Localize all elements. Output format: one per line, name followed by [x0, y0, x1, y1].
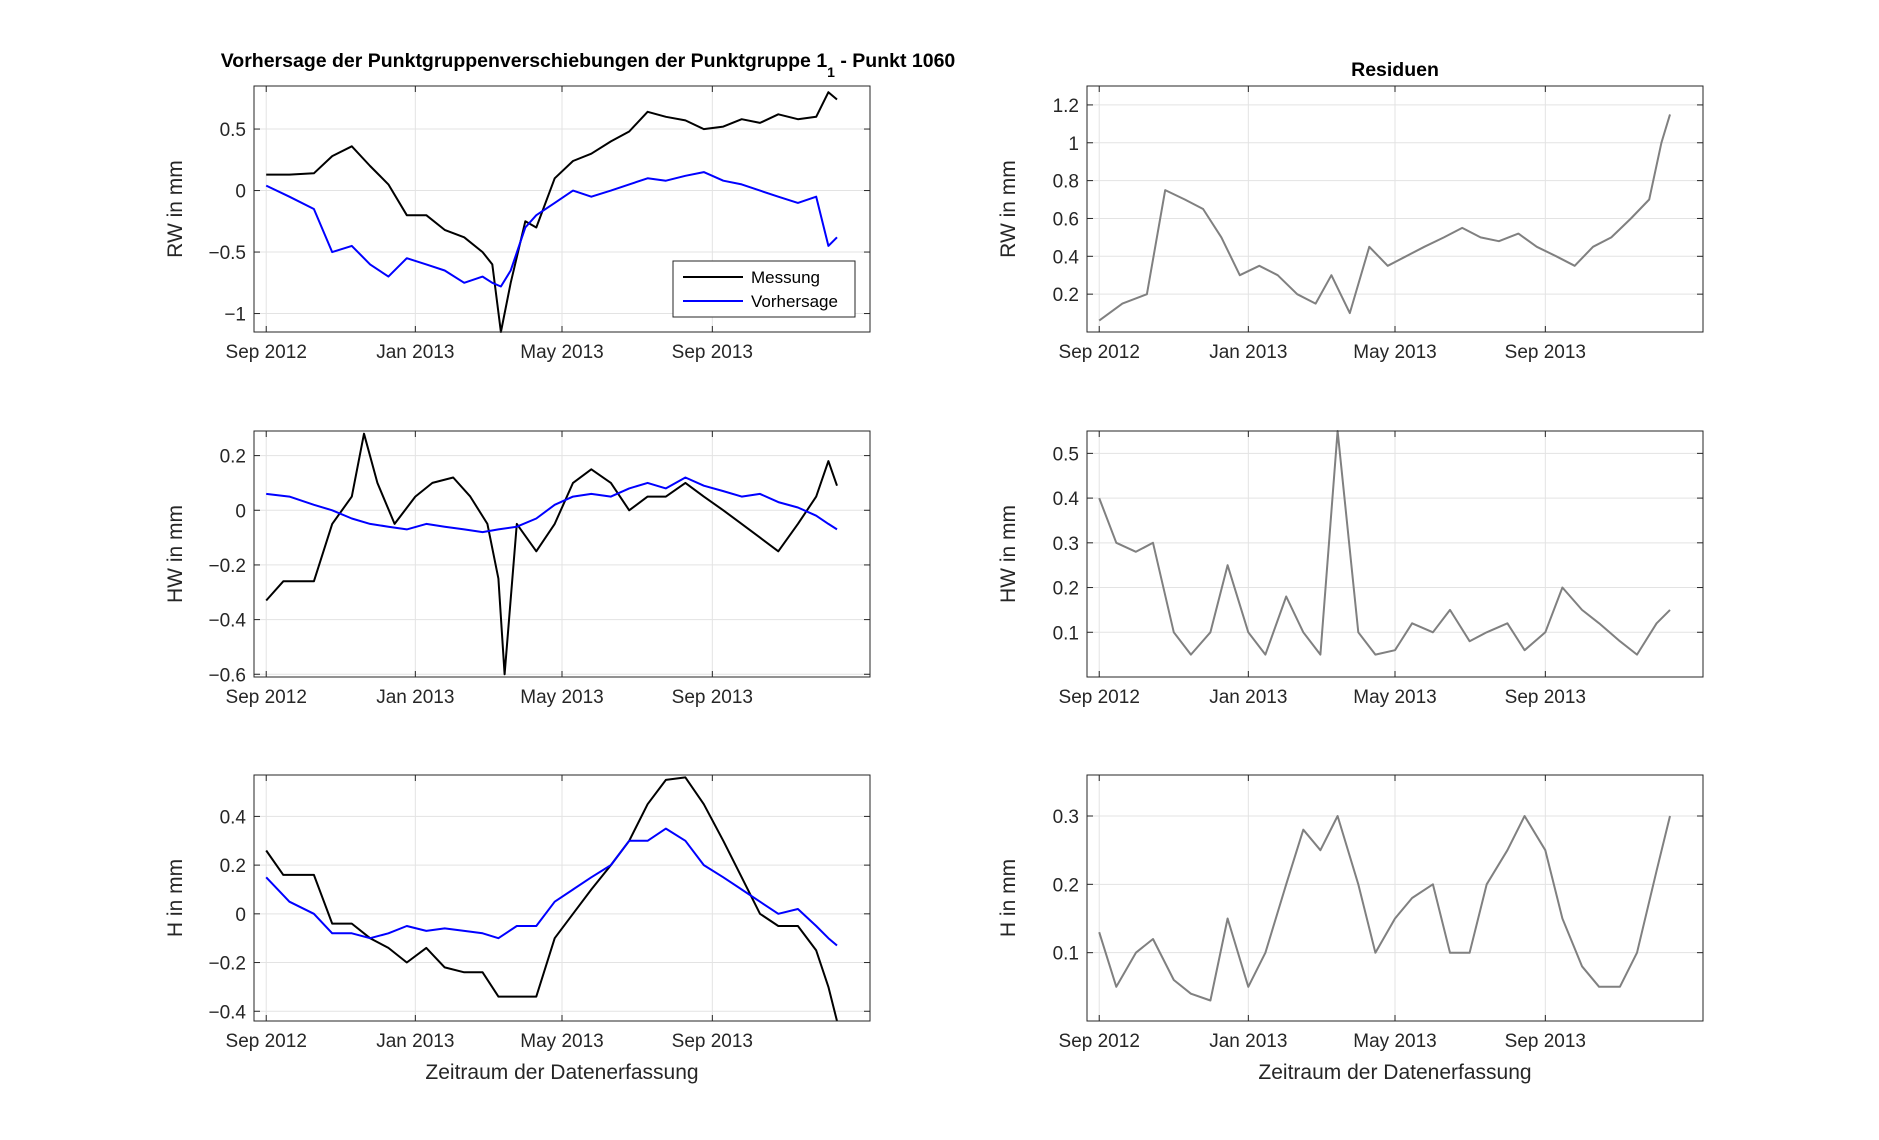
y-tick-label: −0.4 — [208, 1002, 246, 1023]
y-tick-label: −0.2 — [208, 954, 246, 975]
y-tick-label: 0.2 — [1053, 875, 1079, 896]
y-tick-label: 0.4 — [220, 807, 247, 828]
legend-entry-messung: Messung — [751, 268, 820, 287]
y-axis-label: H in mm — [164, 859, 187, 937]
grid — [254, 431, 870, 677]
y-tick-label: 0.2 — [1053, 579, 1079, 600]
y-tick-label: 0.5 — [1053, 444, 1079, 465]
x-tick-label: May 2013 — [520, 687, 603, 708]
y-tick-label: 1.2 — [1053, 96, 1079, 117]
x-tick-label: May 2013 — [1353, 342, 1436, 363]
series-residuen-line — [1098, 114, 1671, 322]
figure-title-tail: - Punkt 1060 — [835, 50, 955, 72]
x-tick-label: May 2013 — [1353, 687, 1436, 708]
series-vorhersage-line — [265, 171, 838, 288]
chart-rw: Sep 2012 Jan 2013 May 2013 Sep 2013 −1 −0.5 0 0… — [164, 85, 871, 363]
x-axis-label: Zeitraum der Datenerfassung — [1258, 1061, 1531, 1084]
grid — [1087, 86, 1703, 332]
y-tick-label: 1 — [1068, 134, 1079, 155]
series-vorhersage-line — [265, 827, 838, 947]
grid — [1087, 775, 1703, 1021]
x-tick-label: Sep 2012 — [226, 687, 307, 708]
x-tick-label: Sep 2013 — [672, 342, 753, 363]
legend-entry-vorhersage: Vorhersage — [751, 292, 838, 311]
series-messung-line — [265, 776, 838, 1022]
legend: Messung Vorhersage — [672, 260, 856, 318]
series-messung-line — [265, 432, 838, 676]
x-tick-label: Sep 2013 — [1505, 687, 1586, 708]
x-tick-label: Sep 2013 — [672, 1031, 753, 1052]
chart-hw: Sep 2012 Jan 2013 May 2013 Sep 2013 −0.6 −0.4… — [164, 430, 871, 708]
chart-hw-res: Sep 2012 Jan 2013 May 2013 Sep 2013 0.1 0.2 0.… — [997, 430, 1704, 708]
y-tick-label: 0.1 — [1053, 623, 1079, 644]
figure-title: Vorhersage der Punktgruppenverschiebunge… — [221, 50, 956, 80]
y-tick-label: 0 — [235, 501, 246, 522]
y-tick-label: 0.4 — [1053, 247, 1080, 268]
figure-title-subscript: 1 — [827, 64, 835, 80]
x-tick-label: Jan 2013 — [1209, 1031, 1287, 1052]
x-tick-label: Sep 2013 — [672, 687, 753, 708]
legend-box — [672, 260, 856, 318]
y-tick-label: 0.2 — [220, 856, 246, 877]
y-tick-label: 0 — [235, 905, 246, 926]
x-tick-label: Sep 2013 — [1505, 1031, 1586, 1052]
x-tick-label: Jan 2013 — [1209, 687, 1287, 708]
figure-title-main: Vorhersage der Punktgruppenverschiebunge… — [221, 50, 828, 72]
y-tick-label: 0 — [235, 182, 246, 203]
y-axis-label: H in mm — [997, 859, 1020, 937]
series-vorhersage-line — [266, 476, 838, 534]
x-tick-label: May 2013 — [1353, 1031, 1436, 1052]
y-axis-label: RW in mm — [997, 160, 1020, 258]
x-tick-label: Sep 2012 — [1059, 687, 1140, 708]
y-tick-label: 0.3 — [1053, 534, 1079, 555]
x-tick-label: Jan 2013 — [1209, 342, 1287, 363]
x-tick-label: Sep 2012 — [226, 1031, 307, 1052]
y-tick-label: 0.3 — [1053, 807, 1079, 828]
x-axis-label: Zeitraum der Datenerfassung — [425, 1061, 698, 1084]
chart-rw-res: Sep 2012 Jan 2013 May 2013 Sep 2013 0.2 0.4 0.… — [997, 59, 1704, 363]
panel-title: Residuen — [1351, 59, 1439, 81]
x-tick-label: May 2013 — [520, 342, 603, 363]
y-tick-label: −0.5 — [208, 243, 246, 264]
series-residuen-line — [1098, 815, 1671, 1002]
chart-h: Sep 2012 Jan 2013 May 2013 Sep 2013 −0.4 −0.2… — [164, 774, 871, 1084]
y-tick-label: 0.8 — [1053, 172, 1079, 193]
y-tick-label: 0.6 — [1053, 209, 1079, 230]
x-tick-label: Sep 2013 — [1505, 342, 1586, 363]
y-tick-label: −1 — [224, 305, 246, 326]
x-tick-label: Jan 2013 — [376, 342, 454, 363]
y-tick-label: −0.6 — [208, 665, 246, 686]
chart-h-res: Sep 2012 Jan 2013 May 2013 Sep 2013 0.1 0.2 0.… — [997, 774, 1704, 1084]
y-tick-label: 0.4 — [1053, 489, 1080, 510]
x-tick-label: Sep 2012 — [1059, 342, 1140, 363]
y-tick-label: 0.2 — [220, 447, 246, 468]
x-tick-label: Sep 2012 — [226, 342, 307, 363]
grid — [254, 775, 870, 1021]
x-tick-label: Jan 2013 — [376, 1031, 454, 1052]
x-tick-label: May 2013 — [520, 1031, 603, 1052]
grid — [1087, 431, 1703, 677]
y-axis-label: HW in mm — [997, 505, 1020, 603]
y-axis-label: HW in mm — [164, 505, 187, 603]
y-tick-label: −0.2 — [208, 556, 246, 577]
series-messung-line — [266, 91, 838, 333]
series-residuen-line — [1098, 430, 1671, 656]
y-tick-label: 0.5 — [220, 120, 246, 141]
x-tick-label: Sep 2012 — [1059, 1031, 1140, 1052]
y-tick-label: 0.2 — [1053, 285, 1079, 306]
y-tick-label: −0.4 — [208, 611, 246, 632]
x-tick-label: Jan 2013 — [376, 687, 454, 708]
y-tick-label: 0.1 — [1053, 944, 1079, 965]
y-axis-label: RW in mm — [164, 160, 187, 258]
